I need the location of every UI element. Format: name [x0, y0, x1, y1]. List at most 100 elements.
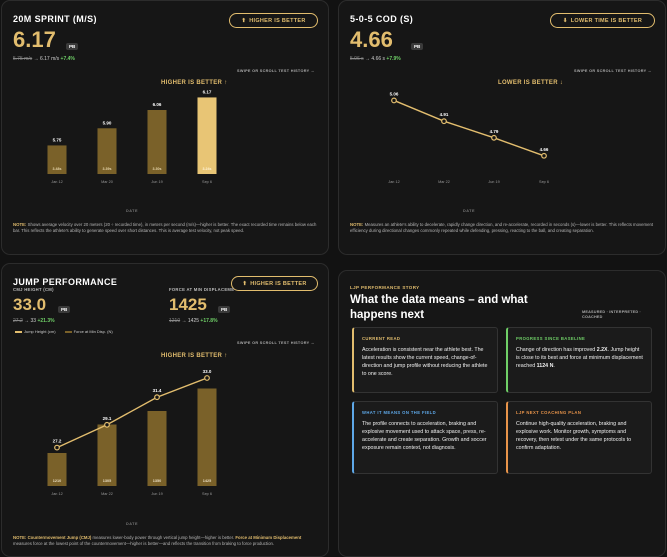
sprint-bar — [197, 97, 217, 174]
cod-x-tick: Sep 6 — [539, 180, 549, 184]
jump-chart-label: HIGHER IS BETTER ↑ — [161, 353, 228, 359]
jump-height-label: 27.2 — [53, 439, 62, 444]
coaching-plan-body: Continue high-quality acceleration, brak… — [516, 421, 632, 451]
cod-curr: 4.66 s — [371, 56, 386, 62]
field-meaning-body: The profile connects to acceleration, br… — [362, 421, 487, 451]
cod-scroll-hint[interactable]: SWIPE OR SCROLL TEST HISTORY ↔ — [574, 69, 652, 73]
cmj-label: CMJ HEIGHT (CM) — [13, 287, 54, 292]
cod-prev: 5.06 s — [350, 56, 364, 62]
sprint-note-text: Shows average velocity over 20 meters (2… — [13, 222, 317, 234]
force-pb-badge: PB — [218, 306, 231, 313]
sprint-note-label: NOTE: — [13, 222, 27, 227]
cmj-arrow: → — [24, 318, 30, 324]
cod-pb-badge: PB — [411, 43, 424, 50]
field-meaning-title: WHAT IT MEANS ON THE FIELD — [362, 410, 437, 415]
progress-body-b1: 2.2X — [596, 347, 608, 353]
force-value: 1425 — [169, 295, 207, 314]
sprint-bar-time-label: 3.24s — [203, 167, 212, 171]
force-bar-label: 1210 — [53, 479, 61, 483]
sprint-x-tick: Jan 12 — [51, 180, 62, 184]
force-prev: 1210 — [169, 318, 181, 324]
force-curr: 1425 — [187, 318, 200, 324]
sprint-chart: 5.75 3.48s Jan 12 5.90 3.39s Mar 20 6.06 3.30s J… — [47, 89, 217, 213]
jump-height-point — [54, 444, 60, 451]
cod-x-axis-title: DATE — [463, 209, 475, 213]
jump-x-tick: Jan 12 — [51, 492, 62, 496]
sprint-card: 20M SPRINT (M/S) ⬆ HIGHER IS BETTER 6.17 … — [1, 0, 329, 255]
current-read-box: CURRENT READ Acceleration is consistent … — [352, 327, 498, 393]
jump-chart: 1210 Jan 12 1305 Mar 22 1350 Jun 19 1425 Sep 6 2… — [47, 369, 217, 526]
current-read-title: CURRENT READ — [362, 336, 401, 341]
jump-height-line — [56, 377, 208, 449]
sprint-prev: 5.75 m/s — [13, 56, 33, 62]
jump-note-text1: measures lower-body power through vertic… — [91, 535, 236, 540]
force-arrow: → — [181, 318, 187, 324]
jump-height-point — [204, 375, 210, 381]
force-bar — [47, 453, 67, 486]
force-bar-label: 1425 — [203, 479, 211, 483]
cod-chart: 5.06 Jan 12 4.91 Mar 22 4.79 Jun 19 4.66 Sep 6 D… — [388, 91, 549, 213]
sprint-value-label: 6.06 — [153, 102, 162, 107]
jump-height-label: 29.1 — [103, 416, 112, 421]
coaching-plan-title: LJP NEXT COACHING PLAN — [516, 410, 582, 415]
cod-point — [541, 152, 547, 159]
cod-x-tick: Jun 19 — [488, 180, 499, 184]
sprint-value: 6.17 — [13, 27, 56, 52]
cmj-comparison: 27.2 → 33 +21.3% — [13, 318, 55, 324]
progress-body-pre: Change of direction has improved — [516, 347, 597, 353]
up-arrow-icon: ⬆ — [241, 17, 247, 24]
field-meaning-box: WHAT IT MEANS ON THE FIELD The profile c… — [352, 401, 498, 474]
cod-direction-pill[interactable]: ⬇ LOWER TIME IS BETTER — [550, 13, 655, 28]
jump-note-cmj: Countermovement Jump (CMJ) — [27, 535, 92, 540]
cod-note: NOTE: Measures an athlete's ability to d… — [350, 222, 655, 234]
progress-title: PROGRESS SINCE BASELINE — [516, 336, 586, 341]
jump-title: JUMP PERFORMANCE — [13, 277, 118, 287]
jump-height-point — [154, 394, 160, 401]
cod-point — [441, 118, 447, 125]
sprint-x-axis-title: DATE — [126, 209, 138, 213]
cod-x-tick: Jan 12 — [388, 180, 399, 184]
story-card: LJP PERFORMANCE STORY What the data mean… — [338, 270, 666, 557]
jump-note-force: Force at Minimum Displacement — [235, 535, 302, 540]
cmj-curr: 33 — [30, 318, 37, 324]
story-meta-line1: MEASURED · INTERPRETED · — [582, 310, 642, 314]
cod-series-line — [393, 99, 545, 157]
sprint-direction-pill[interactable]: ⬆ HIGHER IS BETTER — [229, 13, 318, 28]
sprint-bar-time-label: 3.48s — [53, 167, 62, 171]
jump-note: NOTE: Countermovement Jump (CMJ) measure… — [13, 535, 318, 547]
legend-jump-height-label: Jump Height (cm) — [24, 329, 56, 334]
force-delta: +17.8% — [200, 318, 218, 324]
cod-card: 5-0-5 COD (S) ⬇ LOWER TIME IS BETTER 4.66… — [338, 0, 666, 255]
cod-value-label: 4.91 — [440, 112, 449, 117]
sprint-curr: 6.17 m/s — [39, 56, 60, 62]
cod-value-label: 4.66 — [540, 147, 549, 152]
cod-delta: +7.9% — [386, 56, 401, 62]
progress-body-mid: . Jump height is close to its best and f… — [516, 347, 643, 369]
cmj-pb-badge: PB — [58, 306, 71, 313]
cod-value-label: 5.06 — [390, 91, 399, 96]
sprint-bar-time-label: 3.30s — [153, 167, 162, 171]
sprint-arrow: → — [33, 56, 39, 62]
sprint-bar-time-label: 3.39s — [103, 167, 112, 171]
jump-x-tick: Sep 6 — [202, 492, 212, 496]
jump-height-label: 31.4 — [153, 388, 162, 393]
story-heading: What the data means – and what happens n… — [350, 294, 528, 321]
cod-note-text: Measures an athlete's ability to deceler… — [350, 222, 654, 234]
jump-x-tick: Mar 22 — [101, 492, 113, 496]
jump-pill-label: HIGHER IS BETTER — [250, 280, 307, 287]
jump-height-label: 33.0 — [203, 369, 212, 374]
force-label: FORCE AT MIN DISPLACEMENT (N) — [169, 287, 234, 292]
story-meta: MEASURED · INTERPRETED · COACHED — [582, 310, 641, 321]
cod-point — [491, 134, 497, 141]
sprint-bar — [47, 145, 67, 174]
jump-scroll-hint[interactable]: SWIPE OR SCROLL TEST HISTORY ↔ — [237, 341, 315, 345]
cod-note-label: NOTE: — [350, 222, 364, 227]
sprint-bar — [97, 128, 117, 174]
jump-card: JUMP PERFORMANCE ⬆ HIGHER IS BETTER CMJ H… — [1, 263, 329, 557]
jump-direction-pill[interactable]: ⬆ HIGHER IS BETTER — [231, 276, 318, 291]
cod-x-tick: Mar 22 — [438, 180, 450, 184]
up-arrow-icon: ⬆ — [242, 280, 248, 287]
jump-note-label: NOTE: — [13, 535, 27, 540]
sprint-scroll-hint[interactable]: SWIPE OR SCROLL TEST HISTORY ↔ — [237, 69, 315, 73]
current-read-body: Acceleration is consistent near the athl… — [362, 347, 488, 377]
